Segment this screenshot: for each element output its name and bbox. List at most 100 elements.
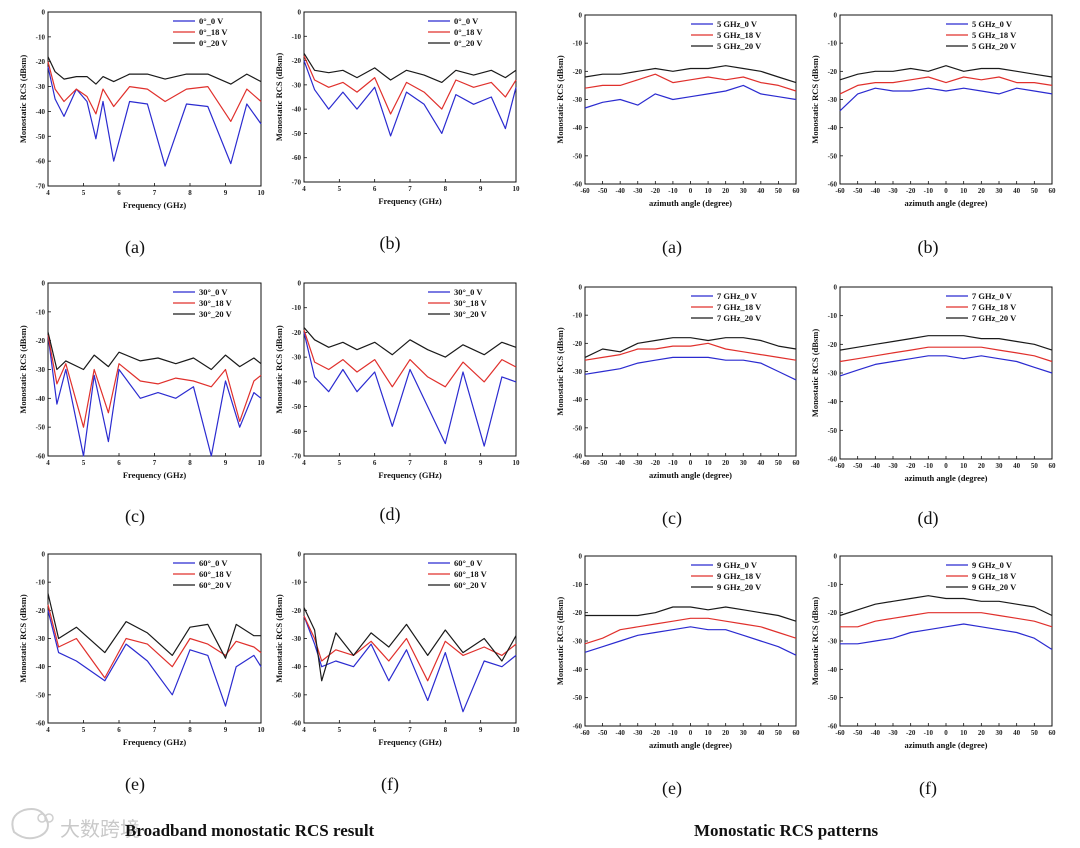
x-tick-label: -30 — [888, 462, 898, 470]
legend-label: 7 GHz_0 V — [972, 291, 1013, 301]
y-tick-label: 0 — [42, 280, 46, 288]
x-tick-label: 40 — [1013, 187, 1021, 195]
x-tick-label: -30 — [888, 187, 898, 195]
y-tick-label: -60 — [36, 720, 46, 728]
x-tick-label: 9 — [224, 726, 228, 734]
x-tick-label: -20 — [651, 187, 661, 195]
x-tick-label: 30 — [740, 459, 748, 467]
series-line — [840, 623, 1053, 651]
chart-panel: 0 -10 -20 -30 -40 -50 -60-60 -50 -40 -30 -20 -10 0 10… — [810, 284, 1056, 530]
series-line — [47, 331, 262, 371]
series-line — [47, 610, 262, 707]
x-tick-label: -10 — [668, 729, 678, 737]
legend-label: 5 GHz_18 V — [972, 30, 1017, 40]
x-tick-label: 6 — [373, 185, 377, 193]
x-tick-label: 5 — [82, 459, 86, 467]
series-line — [584, 337, 797, 358]
legend-label: 7 GHz_20 V — [717, 313, 762, 323]
legend-label: 5 GHz_0 V — [972, 19, 1013, 29]
x-tick-label: 20 — [978, 187, 986, 195]
y-tick-label: -20 — [573, 340, 583, 348]
x-tick-label: 5 — [82, 726, 86, 734]
y-axis-label: Monostatic RCS (dBsm) — [555, 597, 565, 685]
legend-label: 5 GHz_18 V — [717, 30, 762, 40]
x-tick-label: -40 — [615, 187, 625, 195]
y-tick-label: -10 — [573, 312, 583, 320]
x-tick-label: 60 — [793, 459, 801, 467]
x-tick-label: 20 — [978, 729, 986, 737]
legend-label: 0°_0 V — [454, 16, 479, 26]
y-tick-label: -60 — [36, 453, 46, 461]
x-tick-label: 10 — [705, 187, 713, 195]
y-tick-label: -10 — [292, 304, 302, 312]
y-tick-label: -70 — [292, 453, 302, 461]
x-tick-label: 9 — [224, 189, 228, 197]
x-tick-label: 50 — [1031, 187, 1039, 195]
legend-label: 60°_20 V — [454, 580, 488, 590]
y-tick-label: -60 — [573, 453, 583, 461]
x-tick-label: 9 — [479, 185, 483, 193]
plot-frame — [839, 286, 1053, 460]
series-line — [303, 52, 517, 84]
series-line — [303, 60, 517, 137]
legend-label: 7 GHz_20 V — [972, 313, 1017, 323]
watermark-text: 大数跨境 — [60, 817, 140, 841]
x-tick-label: -40 — [871, 729, 881, 737]
x-tick-label: 50 — [1031, 729, 1039, 737]
x-tick-label: 60 — [1049, 729, 1057, 737]
y-tick-label: -60 — [828, 456, 838, 464]
x-tick-label: 30 — [996, 187, 1004, 195]
x-tick-label: 20 — [978, 462, 986, 470]
x-tick-label: -40 — [615, 459, 625, 467]
series-line — [839, 87, 1053, 112]
x-tick-label: 60 — [1049, 187, 1057, 195]
panel-label: (d) — [380, 504, 401, 525]
x-tick-label: -40 — [871, 462, 881, 470]
x-tick-label: 10 — [513, 459, 521, 467]
x-axis-label: Frequency (GHz) — [378, 737, 442, 747]
chart-panel: 0 -10 -20 -30 -40 -50 -60-60 -50 -40 -30 -20 -10 0 10… — [555, 284, 800, 530]
caption-left: Broadband monostatic RCS result — [125, 821, 375, 840]
x-tick-label: -60 — [580, 187, 590, 195]
y-tick-label: -20 — [292, 329, 302, 337]
y-tick-label: 0 — [579, 553, 583, 561]
y-tick-label: -20 — [573, 609, 583, 617]
y-tick-label: -40 — [828, 398, 838, 406]
legend-label: 5 GHz_20 V — [972, 41, 1017, 51]
y-tick-label: -50 — [828, 694, 838, 702]
y-tick-label: -10 — [573, 40, 583, 48]
x-tick-label: -10 — [924, 187, 934, 195]
x-axis-label: azimuth angle (degree) — [905, 740, 988, 750]
x-tick-label: 7 — [153, 726, 157, 734]
x-axis-label: Frequency (GHz) — [378, 196, 442, 206]
x-tick-label: 7 — [408, 459, 412, 467]
y-tick-label: -50 — [828, 152, 838, 160]
x-tick-label: 10 — [258, 726, 266, 734]
x-tick-label: -20 — [906, 187, 916, 195]
y-tick-label: 0 — [579, 12, 583, 20]
x-tick-label: 6 — [117, 189, 121, 197]
x-tick-label: 9 — [479, 459, 483, 467]
y-tick-label: -40 — [573, 666, 583, 674]
series-line — [839, 595, 1053, 617]
x-tick-label: -20 — [906, 462, 916, 470]
chart-panel: 0 -10 -20 -30 -40 -50 -60-60 -50 -40 -30 -20 -10 0 10… — [555, 12, 800, 259]
y-tick-label: -30 — [36, 635, 46, 643]
chart-panel: 0 -10 -20 -30 -40 -50 -60-60 -50 -40 -30 -20 -10 0 10… — [555, 553, 800, 800]
x-tick-label: -50 — [598, 187, 608, 195]
legend-label: 5 GHz_20 V — [717, 41, 762, 51]
x-axis-label: Frequency (GHz) — [123, 470, 187, 480]
y-axis-label: Monostatic RCS (dBsm) — [810, 597, 820, 685]
x-axis-label: Frequency (GHz) — [378, 470, 442, 480]
y-tick-label: -20 — [292, 57, 302, 65]
y-tick-label: -30 — [36, 83, 46, 91]
y-tick-label: -10 — [828, 581, 838, 589]
x-tick-label: -20 — [906, 729, 916, 737]
x-tick-label: 4 — [46, 726, 50, 734]
chart-panel: 0 -10 -20 -30 -40 -50 -60 -704 5 6 7 8 9 10 Frequency … — [18, 9, 265, 259]
x-tick-label: 0 — [944, 729, 948, 737]
panel-label: (b) — [918, 237, 939, 258]
y-tick-label: -30 — [292, 81, 302, 89]
y-tick-label: -30 — [292, 354, 302, 362]
